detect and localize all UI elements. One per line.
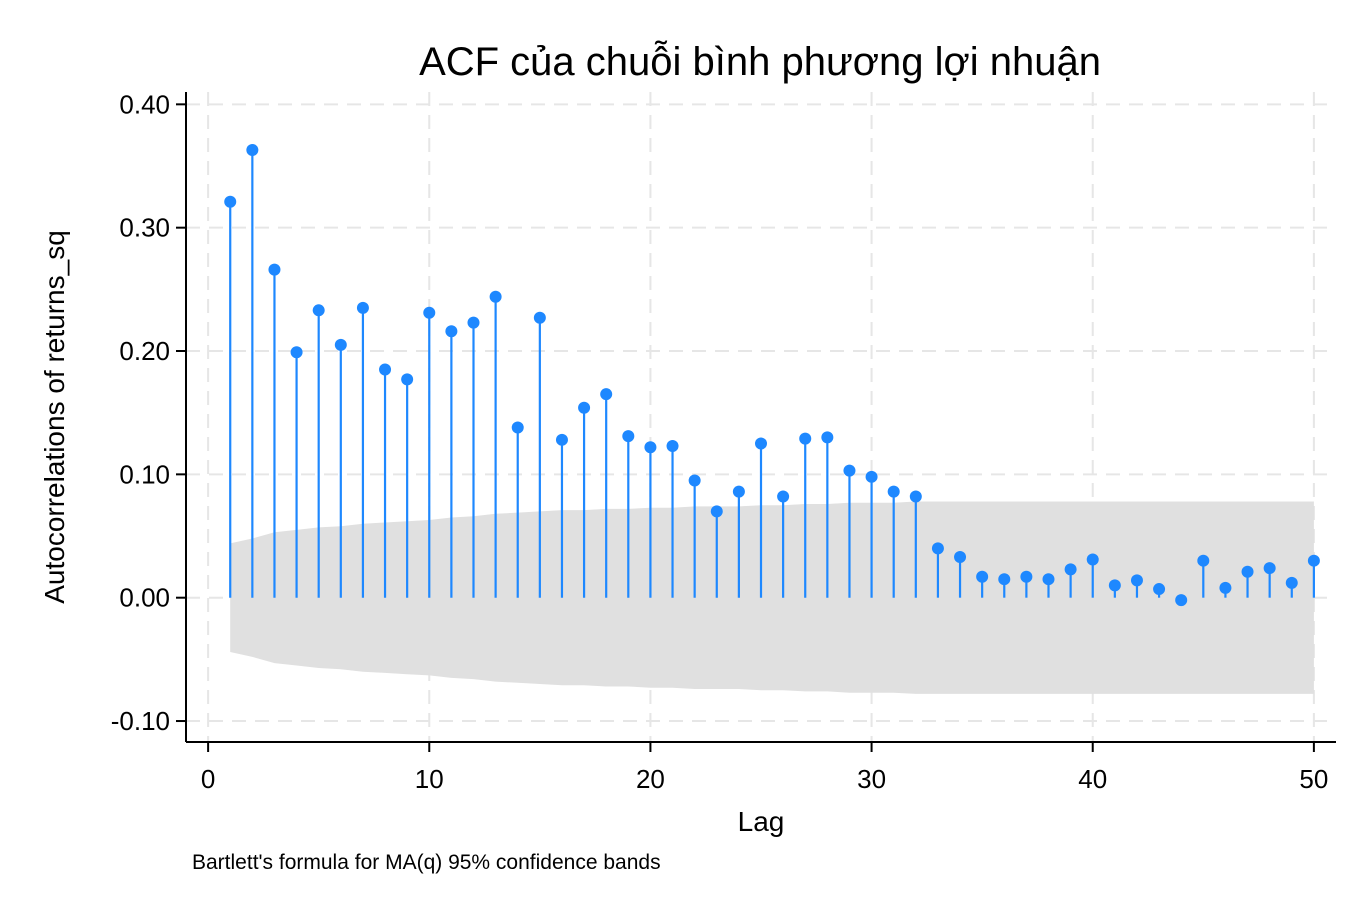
acf-point <box>379 363 392 376</box>
acf-point <box>1175 594 1188 607</box>
acf-point <box>1219 581 1232 594</box>
acf-point <box>268 263 281 276</box>
x-tick-label: 20 <box>636 764 665 794</box>
acf-point <box>1263 562 1276 575</box>
acf-point <box>799 432 812 445</box>
y-tick-label: 0.20 <box>119 336 170 366</box>
x-tick-label: 30 <box>857 764 886 794</box>
acf-point <box>931 542 944 555</box>
acf-point <box>1153 583 1166 596</box>
acf-point <box>998 573 1011 586</box>
y-tick-label: 0.10 <box>119 459 170 489</box>
acf-point <box>1307 554 1320 567</box>
acf-point <box>622 430 635 443</box>
acf-point <box>755 437 767 450</box>
acf-point <box>356 301 369 314</box>
confidence-band-note: Bartlett's formula for MA(q) 95% confide… <box>192 851 661 874</box>
acf-point <box>511 421 524 434</box>
acf-point <box>821 431 834 444</box>
acf-point <box>732 485 745 498</box>
y-tick-label: 0.30 <box>119 213 170 243</box>
acf-point <box>578 401 591 414</box>
x-tick-label: 40 <box>1078 764 1107 794</box>
y-tick-label: 0.00 <box>119 583 170 613</box>
acf-point <box>246 143 259 156</box>
acf-point <box>1064 563 1077 576</box>
acf-point <box>555 433 568 446</box>
acf-point <box>312 304 325 317</box>
x-axis-ticks: 0 10 20 30 40 50 <box>201 742 1328 794</box>
acf-point <box>1020 570 1033 583</box>
acf-point <box>467 316 480 329</box>
y-tick-label: -0.10 <box>111 706 170 736</box>
acf-point <box>1086 553 1099 566</box>
x-tick-label: 50 <box>1299 764 1328 794</box>
acf-point <box>423 306 436 319</box>
acf-point <box>1042 573 1055 586</box>
acf-point <box>688 474 701 487</box>
acf-point <box>777 490 790 503</box>
acf-point <box>1241 565 1254 578</box>
acf-point <box>224 195 237 208</box>
y-tick-label: 0.40 <box>119 89 170 119</box>
acf-point <box>843 464 856 477</box>
acf-point <box>533 311 546 324</box>
acf-point <box>887 485 900 498</box>
acf-point <box>290 346 303 359</box>
acf-stems <box>229 149 1315 601</box>
acf-point <box>489 290 502 303</box>
acf-point <box>600 388 613 401</box>
acf-point <box>666 439 679 452</box>
acf-point <box>1197 554 1210 567</box>
acf-point <box>401 373 414 386</box>
x-tick-label: 10 <box>415 764 444 794</box>
acf-point <box>909 490 922 503</box>
acf-point <box>1130 574 1143 587</box>
acf-point <box>334 338 347 351</box>
acf-points <box>224 143 1320 607</box>
acf-point <box>710 505 723 518</box>
x-tick-label: 0 <box>201 764 215 794</box>
acf-point <box>1108 579 1121 592</box>
confidence-band <box>230 501 1314 694</box>
y-axis-label: Autocorrelations of returns_sq <box>39 230 70 604</box>
acf-point <box>1285 576 1298 589</box>
acf-point <box>445 325 458 338</box>
x-axis-label: Lag <box>738 806 785 837</box>
acf-point <box>976 570 989 583</box>
acf-point <box>954 550 967 563</box>
acf-point <box>644 441 657 454</box>
chart-title: ACF của chuỗi bình phương lợi nhuận <box>419 39 1101 84</box>
y-axis-ticks: -0.10 0.00 0.10 0.20 0.30 0.40 <box>111 89 186 736</box>
acf-point <box>865 470 878 483</box>
